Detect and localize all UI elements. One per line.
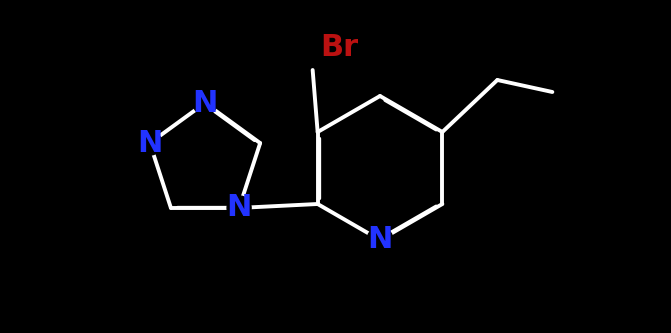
Circle shape — [193, 91, 217, 115]
Circle shape — [367, 227, 393, 253]
Text: Br: Br — [321, 33, 359, 62]
Text: N: N — [367, 225, 393, 254]
Circle shape — [138, 131, 162, 155]
Circle shape — [227, 196, 251, 220]
Text: N: N — [193, 89, 217, 118]
Text: N: N — [137, 129, 162, 158]
Text: N: N — [226, 193, 252, 222]
